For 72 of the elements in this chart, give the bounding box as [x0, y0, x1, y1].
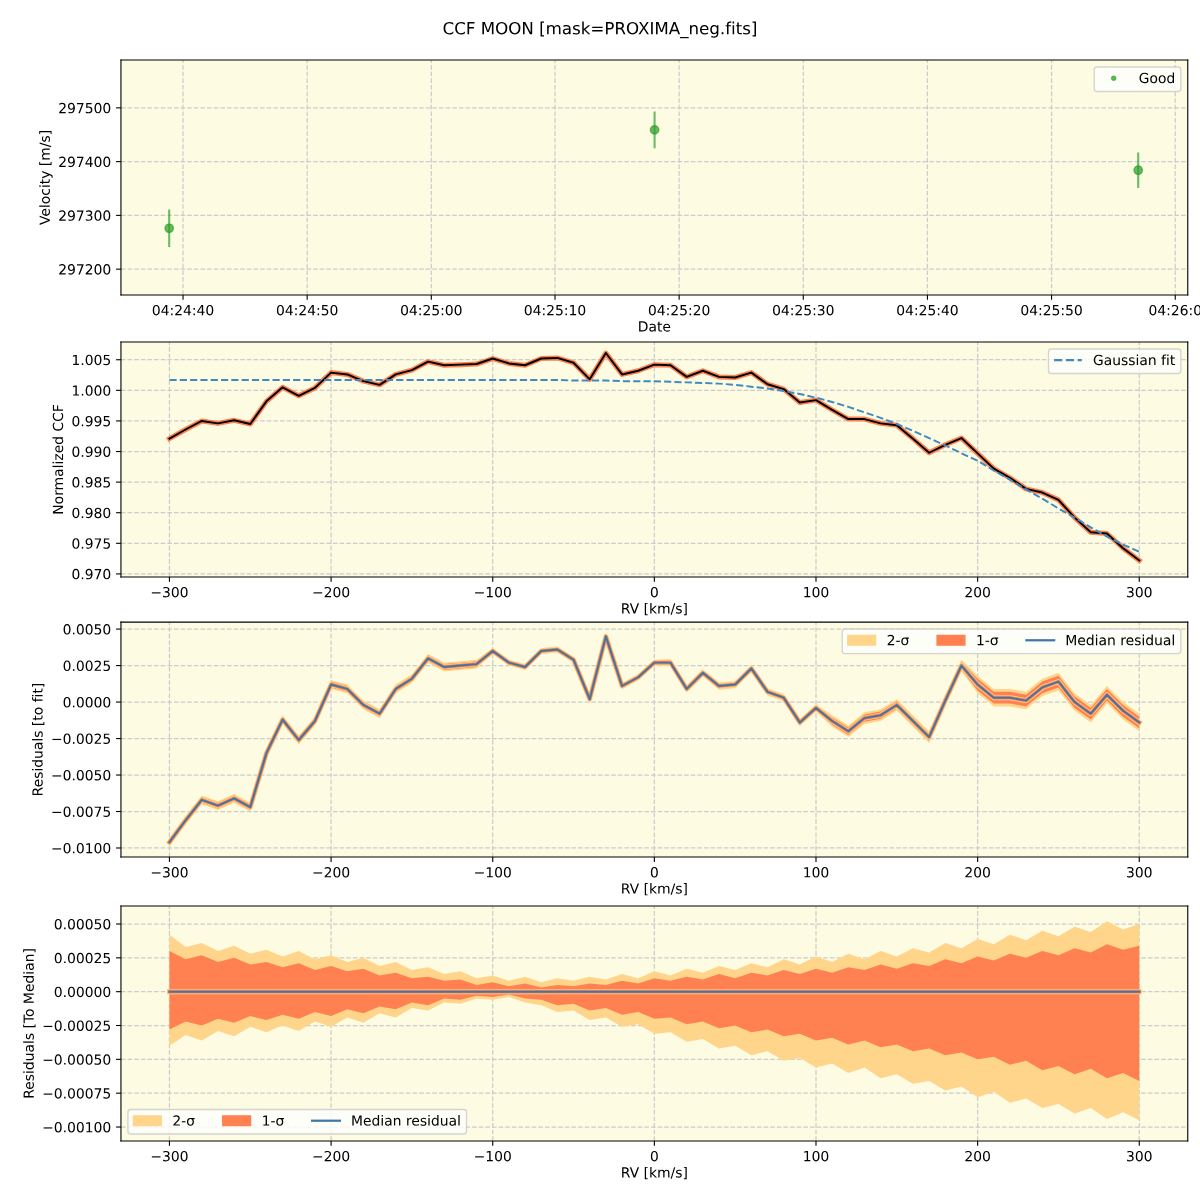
y-tick-label: 0.970 — [72, 568, 111, 580]
y-axis-title: Velocity [m/s] — [39, 131, 53, 225]
legend-label: Median residual — [352, 1115, 460, 1126]
y-tick-label: −0.0075 — [52, 806, 111, 817]
x-axis-title: RV [km/s] — [622, 602, 687, 616]
x-tick-label: 04:25:30 — [773, 304, 834, 316]
legend-label: 1-σ — [977, 635, 999, 646]
x-tick-label: 04:25:50 — [1021, 304, 1082, 316]
y-tick-label: −0.00075 — [43, 1088, 111, 1099]
x-tick-label: 0 — [650, 1150, 658, 1162]
y-tick-label: 0.980 — [72, 507, 111, 519]
x-tick-label: 200 — [965, 586, 990, 598]
y-tick-label: 0.0000 — [63, 697, 111, 708]
y-tick-label: 0.985 — [72, 477, 111, 488]
x-tick-label: 200 — [965, 867, 990, 878]
x-tick-label: −200 — [313, 586, 350, 598]
y-tick-label: 297200 — [59, 264, 111, 275]
y-tick-label: 1.000 — [73, 385, 111, 396]
x-tick-label: 0 — [650, 586, 658, 598]
legend-label: 1-σ — [263, 1115, 284, 1126]
x-tick-label: 200 — [965, 1150, 990, 1162]
y-tick-label: 0.00025 — [54, 952, 111, 964]
x-tick-label: −100 — [475, 1150, 511, 1162]
y-tick-label: 0.00050 — [54, 918, 111, 930]
x-tick-label: 100 — [804, 867, 829, 878]
legend-label: Median residual — [1066, 634, 1174, 646]
chart-title: CCF MOON [mask=PROXIMA_neg.fits] — [443, 21, 756, 39]
x-tick-label: −200 — [313, 867, 350, 878]
y-tick-label: −0.0025 — [52, 733, 111, 745]
x-tick-label: 04:24:50 — [276, 304, 338, 316]
y-axis-title: Normalized CCF — [52, 405, 64, 514]
x-tick-label: −200 — [313, 1150, 350, 1162]
x-axis-title: RV [km/s] — [622, 882, 687, 896]
legend-label: 2-σ — [887, 634, 909, 646]
y-tick-label: 0.990 — [72, 446, 111, 457]
y-axis-title: Residuals [to fit] — [32, 683, 45, 796]
x-tick-label: 100 — [804, 1150, 829, 1162]
x-tick-label: 04:25:00 — [401, 304, 462, 316]
y-tick-label: −0.0050 — [52, 769, 111, 781]
x-tick-label: 04:25:40 — [897, 304, 958, 316]
y-tick-label: −0.00100 — [43, 1121, 111, 1133]
y-tick-label: 297300 — [59, 210, 111, 221]
x-tick-label: 04:24:40 — [152, 304, 214, 316]
y-tick-label: 297400 — [59, 156, 111, 168]
y-tick-label: 0.975 — [72, 538, 111, 549]
legend-label: Gaussian fit — [1093, 354, 1175, 366]
legend-label: Good — [1139, 72, 1174, 84]
x-tick-label: 300 — [1127, 867, 1152, 878]
y-tick-label: −0.00050 — [43, 1054, 111, 1065]
x-tick-label: 04:25:20 — [648, 304, 710, 316]
x-axis-title: Date — [639, 321, 671, 332]
y-tick-label: −0.00025 — [43, 1020, 111, 1031]
y-tick-label: 0.0050 — [63, 624, 111, 635]
y-tick-label: 0.0025 — [63, 660, 111, 672]
x-tick-label: −100 — [475, 586, 511, 598]
x-tick-label: −300 — [151, 1150, 188, 1162]
y-tick-label: 297500 — [59, 102, 111, 114]
x-tick-label: 300 — [1127, 586, 1152, 598]
y-tick-label: 1.005 — [73, 354, 111, 366]
y-tick-label: −0.0100 — [52, 842, 111, 854]
y-axis-title: Residuals [To Median] — [23, 949, 36, 1098]
x-tick-label: −300 — [151, 586, 188, 598]
legend-label: 2-σ — [173, 1115, 195, 1126]
x-axis-title: RV [km/s] — [622, 1166, 687, 1180]
y-tick-label: 0.00000 — [54, 986, 111, 998]
x-tick-label: 100 — [804, 586, 829, 598]
x-tick-label: 300 — [1127, 1150, 1152, 1162]
x-tick-label: −300 — [151, 867, 188, 878]
x-tick-label: −100 — [475, 867, 511, 878]
x-tick-label: 0 — [650, 867, 658, 878]
x-tick-label: 04:25:10 — [524, 304, 586, 316]
y-tick-label: 0.995 — [72, 415, 111, 427]
